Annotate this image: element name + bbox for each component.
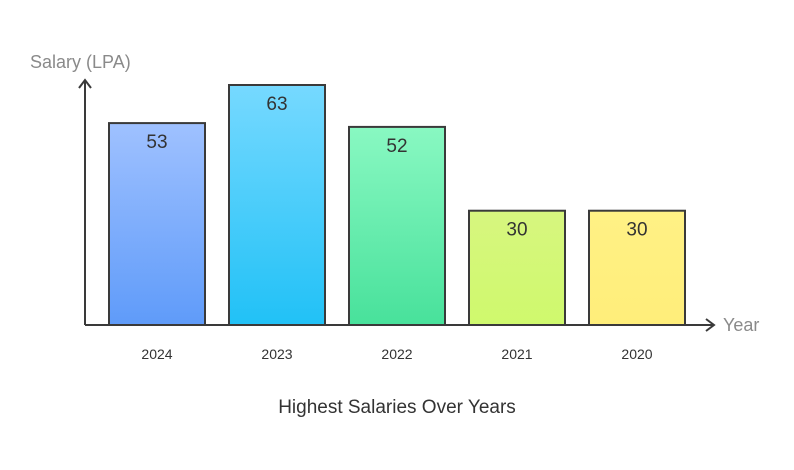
x-axis-arrow	[705, 318, 716, 332]
x-tick-label-2022: 2022	[381, 346, 412, 362]
bars-group	[108, 84, 686, 327]
chart-title: Highest Salaries Over Years	[278, 397, 516, 418]
bar-2021	[468, 209, 566, 326]
x-axis-title: Year	[723, 315, 759, 335]
data-label-2023: 63	[266, 94, 287, 115]
x-tick-label-2023: 2023	[261, 346, 292, 362]
bar-chart: Salary (LPA) Year 2024 2023 2022 2021 2020 5…	[30, 52, 759, 362]
data-label-2021: 30	[506, 220, 527, 241]
bar-2024	[108, 122, 206, 326]
data-labels: 53 63 52 30 30	[146, 94, 647, 241]
bar-2020	[588, 209, 686, 326]
y-axis-arrow	[78, 78, 92, 89]
x-tick-label-2024: 2024	[141, 346, 172, 362]
x-tick-labels: 2024 2023 2022 2021 2020	[141, 346, 652, 362]
x-tick-label-2020: 2020	[621, 346, 652, 362]
data-label-2022: 52	[386, 136, 407, 157]
axes	[78, 78, 716, 332]
data-label-2020: 30	[626, 220, 647, 241]
data-label-2024: 53	[146, 132, 167, 153]
bar-2023	[228, 84, 326, 326]
y-axis-title: Salary (LPA)	[30, 52, 131, 72]
x-tick-label-2021: 2021	[501, 346, 532, 362]
bar-2022	[348, 125, 446, 327]
